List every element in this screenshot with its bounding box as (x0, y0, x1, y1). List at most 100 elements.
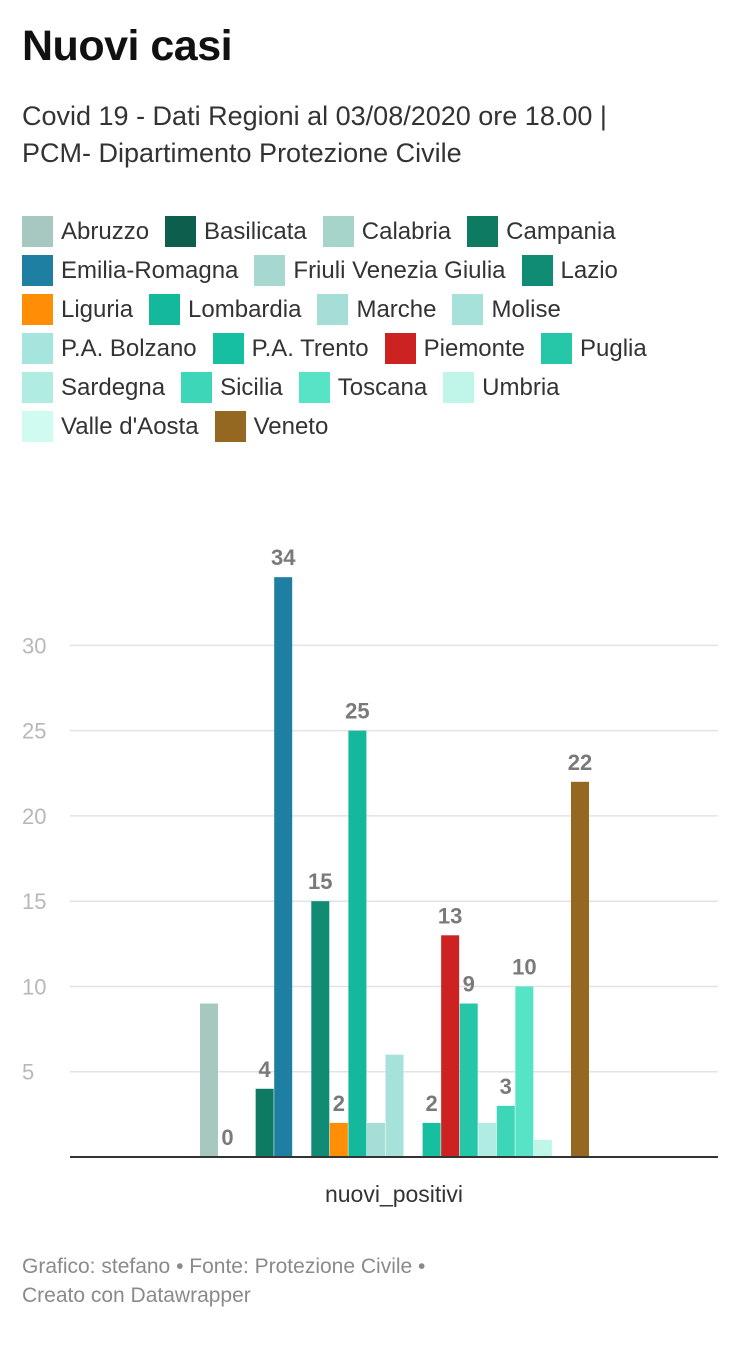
bar-piemonte (441, 935, 460, 1157)
legend-row: Emilia-Romagna Friuli Venezia Giulia Lazio (22, 251, 732, 290)
y-tick-label: 20 (22, 804, 46, 829)
legend-swatch (254, 255, 286, 286)
legend-label: Campania (506, 217, 616, 245)
legend-item: Valle d'Aosta (22, 411, 199, 442)
legend-item: Friuli Venezia Giulia (254, 255, 506, 286)
chart-legend: Abruzzo Basilicata Calabria Campania Emilia-… (22, 212, 732, 446)
legend-swatch (22, 333, 53, 364)
legend-swatch (467, 216, 499, 247)
legend-swatch (165, 216, 197, 247)
bar-value-label: 2 (425, 1091, 437, 1116)
legend-row: Abruzzo Basilicata Calabria Campania (22, 212, 732, 251)
legend-swatch (384, 333, 416, 364)
legend-label: Lazio (560, 256, 618, 284)
legend-label: Piemonte (423, 334, 526, 362)
y-tick-label: 30 (22, 633, 46, 658)
legend-swatch (181, 372, 213, 403)
legend-label: Liguria (61, 295, 134, 323)
bar-value-label: 0 (221, 1125, 233, 1150)
bar-marche (366, 1122, 385, 1157)
bar-p-a-trento (422, 1122, 441, 1157)
footer-credit-line: Grafico: stefano • Fonte: Protezione Civ… (22, 1255, 426, 1278)
bar-molise (385, 1054, 404, 1157)
legend-label: Puglia (580, 334, 647, 362)
chart-footer: Grafico: stefano • Fonte: Protezione Civ… (22, 1252, 425, 1310)
y-tick-label: 15 (22, 889, 46, 914)
bar-value-label: 4 (259, 1057, 272, 1082)
legend-row: Valle d'Aosta Veneto (22, 407, 732, 446)
legend-swatch (22, 216, 53, 247)
bar-value-label: 13 (438, 903, 462, 928)
y-tick-label: 5 (22, 1060, 34, 1085)
legend-item: Piemonte (384, 333, 526, 364)
legend-swatch (452, 294, 484, 325)
bar-umbria (533, 1139, 552, 1157)
bar-lombardia (348, 730, 367, 1157)
legend-label: P.A. Trento (251, 334, 369, 362)
legend-label: Calabria (361, 217, 452, 245)
subtitle-line-1: Covid 19 - Dati Regioni al 03/08/2020 or… (22, 101, 607, 131)
legend-swatch (22, 255, 53, 286)
legend-swatch (22, 372, 53, 403)
legend-item: Emilia-Romagna (22, 255, 238, 286)
legend-label: Umbria (482, 373, 560, 401)
legend-label: Basilicata (204, 217, 307, 245)
legend-item: P.A. Trento (212, 333, 369, 364)
legend-item: Campania (467, 216, 616, 247)
bar-value-label: 34 (271, 545, 296, 570)
chart-title: Nuovi casi (22, 22, 233, 70)
legend-label: Sardegna (61, 373, 166, 401)
legend-label: Valle d'Aosta (61, 412, 199, 440)
legend-label: Marche (356, 295, 437, 323)
legend-swatch (322, 216, 354, 247)
legend-row: P.A. Bolzano P.A. Trento Piemonte Puglia (22, 329, 732, 368)
bar-value-label: 25 (345, 699, 369, 724)
y-tick-label: 25 (22, 719, 46, 744)
bar-sardegna (478, 1122, 497, 1157)
footer-datawrapper-line: Creato con Datawrapper (22, 1284, 251, 1307)
legend-swatch (212, 333, 244, 364)
bar-emilia-romagna (274, 577, 293, 1157)
bar-veneto (571, 781, 589, 1157)
legend-item: Puglia (541, 333, 647, 364)
legend-swatch (521, 255, 553, 286)
legend-item: Calabria (322, 216, 452, 247)
legend-item: Toscana (298, 372, 428, 403)
bar-toscana (515, 986, 534, 1157)
legend-label: Toscana (337, 373, 428, 401)
legend-label: Lombardia (188, 295, 302, 323)
legend-label: Molise (491, 295, 561, 323)
legend-item: Umbria (443, 372, 560, 403)
legend-label: Friuli Venezia Giulia (293, 256, 506, 284)
legend-swatch (317, 294, 349, 325)
bar-sicilia (496, 1105, 515, 1157)
legend-item: Sardegna (22, 372, 165, 403)
subtitle-line-2: PCM- Dipartimento Protezione Civile (22, 138, 462, 168)
legend-item: Lombardia (149, 294, 301, 325)
legend-item: Veneto (214, 411, 328, 442)
y-tick-label: 10 (22, 974, 46, 999)
legend-label: Sicilia (220, 373, 283, 401)
legend-label: Abruzzo (61, 217, 150, 245)
legend-item: Basilicata (165, 216, 307, 247)
legend-swatch (22, 411, 53, 442)
legend-item: P.A. Bolzano (22, 333, 197, 364)
bar-value-label: 3 (500, 1074, 512, 1099)
legend-item: Sicilia (181, 372, 283, 403)
legend-swatch (443, 372, 475, 403)
legend-swatch (22, 294, 53, 325)
bar-campania (255, 1088, 274, 1157)
legend-item: Lazio (521, 255, 618, 286)
bar-value-label: 22 (568, 750, 592, 775)
legend-swatch (298, 372, 330, 403)
legend-item: Marche (317, 294, 436, 325)
x-category-label: nuovi_positivi (325, 1181, 463, 1207)
bar-lazio (311, 901, 330, 1157)
legend-row: Liguria Lombardia Marche Molise (22, 290, 732, 329)
bar-abruzzo (200, 1003, 218, 1157)
bar-chart: 5 10 15 20 25 30 0 4 34 15 2 25 2 13 9 3 10 22 nuovi_posit… (22, 545, 718, 1207)
legend-item: Liguria (22, 294, 133, 325)
legend-row: Sardegna Sicilia Toscana Umbria (22, 368, 732, 407)
legend-swatch (149, 294, 181, 325)
legend-label: Emilia-Romagna (61, 256, 239, 284)
